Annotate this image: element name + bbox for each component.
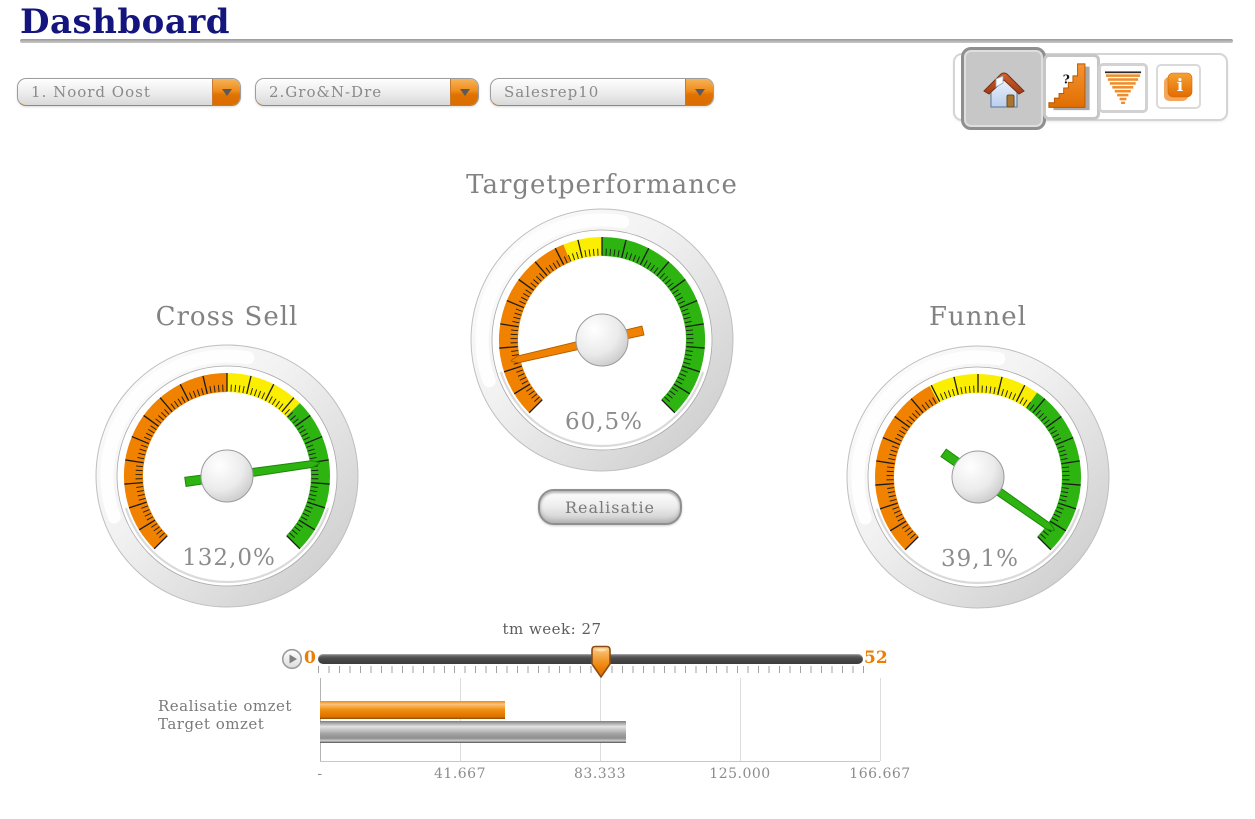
gridline xyxy=(740,678,741,761)
gauge-segment xyxy=(286,403,330,549)
home-icon xyxy=(982,72,1025,107)
gauge-value: 39,1% xyxy=(941,546,1019,572)
chevron-down-glyph xyxy=(459,88,470,96)
gauge-cross-sell: 132,0% xyxy=(95,344,359,608)
gridline xyxy=(460,678,461,761)
gauge-segment xyxy=(875,386,939,550)
week-slider-thumb[interactable] xyxy=(589,645,613,681)
gauge-hub xyxy=(575,313,629,367)
chevron-down-glyph xyxy=(221,88,232,96)
filter-dropdown-salesrep[interactable]: Salesrep10 xyxy=(490,78,714,106)
gauge-title-targetperformance: Targetperformance xyxy=(466,170,738,200)
gauge-bezel-highlight xyxy=(851,350,1006,525)
info-icon: i xyxy=(1163,72,1192,101)
gauge-segment xyxy=(929,374,1038,409)
bar-label-realisatie-omzet: Realisatie omzet xyxy=(158,697,292,715)
gauge-segment xyxy=(563,237,603,263)
filter-dropdown-salesrep-value: Salesrep10 xyxy=(504,83,600,101)
gauge-targetperformance: 60,5% xyxy=(470,208,734,472)
bar-chart-plot-area xyxy=(320,678,881,762)
play-icon xyxy=(289,654,297,664)
x-axis-tick-labels: - 41.667 83.333 125.000 166.667 xyxy=(317,766,910,786)
gridline xyxy=(880,678,881,761)
filter-dropdown-group-value: 2.Gro&N-Dre xyxy=(269,83,383,101)
chevron-down-glyph xyxy=(694,88,705,96)
growth-chart-icon: ? xyxy=(1047,63,1090,111)
gauge-value: 60,5% xyxy=(565,409,643,435)
chevron-down-icon[interactable] xyxy=(450,79,478,105)
play-button[interactable] xyxy=(281,648,303,670)
x-axis-tick-label: 83.333 xyxy=(574,766,626,782)
gauge-bezel-highlight xyxy=(475,213,630,388)
gauge-title-cross-sell: Cross Sell xyxy=(155,302,299,332)
gauge-face-shadow xyxy=(876,508,1080,585)
filter-dropdown-group[interactable]: 2.Gro&N-Dre xyxy=(255,78,479,106)
bar-target-omzet xyxy=(320,721,626,743)
week-slider-track[interactable] xyxy=(318,654,863,664)
gauge-title-funnel: Funnel xyxy=(929,302,1027,332)
funnel-icon xyxy=(1104,71,1141,104)
home-button[interactable] xyxy=(961,47,1046,130)
title-divider xyxy=(20,39,1233,43)
gauge-segment xyxy=(499,244,571,413)
realisatie-button[interactable]: Realisatie xyxy=(538,489,682,525)
gauge-face-shadow xyxy=(500,371,704,448)
funnel-button[interactable] xyxy=(1098,63,1148,113)
info-glyph: i xyxy=(1176,76,1183,96)
filter-dropdown-region-value: 1. Noord Oost xyxy=(31,83,151,101)
info-button[interactable]: i xyxy=(1156,64,1201,109)
chevron-down-icon[interactable] xyxy=(685,79,713,105)
bar-category-labels: Realisatie omzet Target omzet xyxy=(158,697,292,733)
week-slider-tickmarks xyxy=(318,666,864,673)
slider-max-label: 52 xyxy=(864,648,888,668)
bar-realisatie-omzet xyxy=(320,701,505,719)
gauge-face-shadow xyxy=(125,507,329,584)
x-axis-tick-label: 166.667 xyxy=(849,766,911,782)
gridline xyxy=(320,678,321,761)
gridline xyxy=(600,678,601,761)
growth-chart-button[interactable]: ? xyxy=(1043,54,1100,120)
slider-week-label: tm week: 27 xyxy=(502,620,602,638)
filter-dropdown-region[interactable]: 1. Noord Oost xyxy=(17,78,241,106)
slider-min-label: 0 xyxy=(304,648,316,668)
bar-label-target-omzet: Target omzet xyxy=(158,715,265,733)
gauge-hub xyxy=(951,450,1005,504)
page-title: Dashboard xyxy=(20,2,231,42)
gauge-funnel: 39,1% xyxy=(846,345,1110,609)
x-axis-tick-label: - xyxy=(317,766,323,782)
x-axis-tick-label: 125.000 xyxy=(709,766,771,782)
question-badge: ? xyxy=(1062,72,1069,86)
gauge-bezel-highlight xyxy=(100,349,255,524)
gauge-hub xyxy=(200,449,254,503)
gauge-value: 132,0% xyxy=(182,545,276,571)
x-axis-tick-label: 41.667 xyxy=(434,766,486,782)
chevron-down-icon[interactable] xyxy=(212,79,240,105)
